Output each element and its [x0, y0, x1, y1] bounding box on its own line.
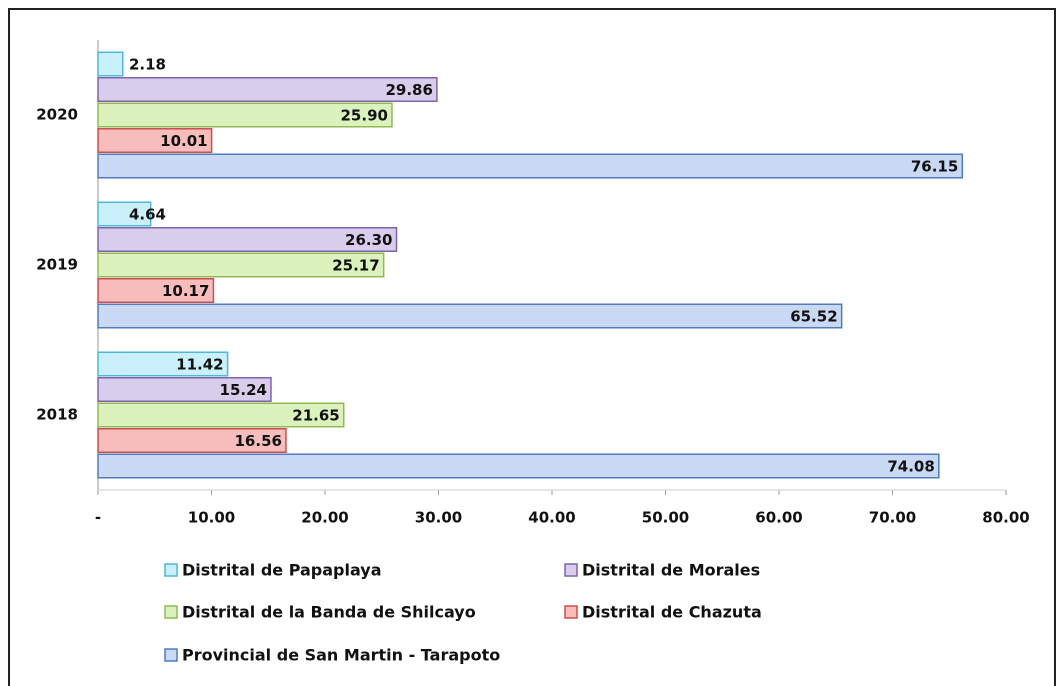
bar [97, 377, 272, 402]
data-label: 76.15 [911, 158, 958, 176]
bar [97, 51, 124, 77]
legend-label: Distrital de la Banda de Shilcayo [182, 603, 476, 622]
data-label: 26.30 [345, 231, 392, 249]
legend-label: Distrital de Morales [582, 561, 760, 580]
data-label: 10.17 [162, 282, 209, 300]
data-label: 25.17 [332, 257, 379, 275]
x-tick-label: 20.00 [301, 509, 348, 527]
bar [97, 303, 843, 329]
data-label: 16.56 [235, 432, 282, 450]
bar [97, 128, 213, 153]
bar [97, 428, 287, 453]
legend-swatch [564, 605, 578, 619]
legend-label: Provincial de San Martin - Tarapoto [182, 646, 500, 665]
bar [97, 201, 152, 227]
data-label: 25.90 [341, 107, 388, 125]
bar [97, 453, 940, 479]
legend-swatch [164, 563, 178, 577]
x-tick-label: 10.00 [188, 509, 235, 527]
bar [97, 153, 964, 179]
data-label: 21.65 [292, 407, 339, 425]
data-label: 29.86 [385, 81, 432, 99]
y-tick-label: 2019 [36, 256, 78, 274]
legend-label: Distrital de Chazuta [582, 603, 762, 622]
x-tick-label: 50.00 [642, 509, 689, 527]
y-tick-label: 2020 [36, 106, 78, 124]
x-tick-label: - [95, 509, 101, 527]
x-tick-label: 80.00 [982, 509, 1029, 527]
bar [97, 252, 385, 278]
legend-label: Distrital de Papaplaya [182, 561, 382, 580]
bar [97, 227, 398, 252]
data-label: 65.52 [790, 308, 837, 326]
bar [97, 102, 393, 128]
chart-frame [8, 8, 1056, 686]
x-tick-label: 60.00 [755, 509, 802, 527]
data-label: 11.42 [176, 356, 223, 374]
bar [97, 278, 215, 303]
legend-swatch [564, 563, 578, 577]
data-label: 10.01 [160, 132, 207, 150]
bar [97, 77, 438, 102]
bar [97, 351, 229, 377]
data-label: 4.64 [129, 206, 166, 224]
x-tick-label: 40.00 [528, 509, 575, 527]
data-label: 2.18 [129, 56, 166, 74]
bar [97, 402, 345, 428]
x-tick-label: 30.00 [415, 509, 462, 527]
data-label: 74.08 [887, 458, 934, 476]
legend-swatch [164, 648, 178, 662]
x-tick-label: 70.00 [869, 509, 916, 527]
data-label: 15.24 [220, 381, 267, 399]
y-tick-label: 2018 [36, 406, 78, 424]
legend-swatch [164, 605, 178, 619]
